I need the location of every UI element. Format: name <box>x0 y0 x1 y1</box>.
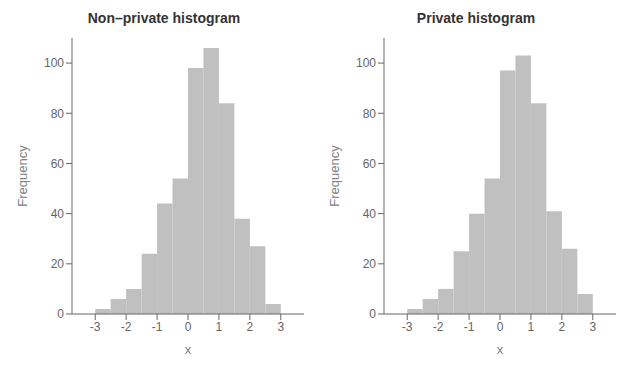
svg-text:3: 3 <box>277 320 284 334</box>
svg-text:20: 20 <box>51 257 65 271</box>
svg-text:-1: -1 <box>464 320 475 334</box>
svg-text:2: 2 <box>559 320 566 334</box>
svg-text:x: x <box>185 342 192 357</box>
svg-text:1: 1 <box>216 320 223 334</box>
svg-text:0: 0 <box>369 307 376 321</box>
svg-text:40: 40 <box>363 207 377 221</box>
html-text:Non–private histogram: Non–private histogram <box>87 10 241 26</box>
svg-text:1: 1 <box>528 320 535 334</box>
svg-text:40: 40 <box>51 207 65 221</box>
html-text:Private histogram: Private histogram <box>416 10 536 26</box>
svg-text:Frequency: Frequency <box>327 145 342 207</box>
svg-text:100: 100 <box>44 56 64 70</box>
svg-text:0: 0 <box>185 320 192 334</box>
svg-text:-2: -2 <box>433 320 444 334</box>
svg-text:80: 80 <box>51 107 65 121</box>
svg-text:-3: -3 <box>90 320 101 334</box>
svg-text:60: 60 <box>51 157 65 171</box>
svg-text:80: 80 <box>363 107 377 121</box>
svg-text:60: 60 <box>363 157 377 171</box>
svg-text:-1: -1 <box>152 320 163 334</box>
svg-text:-3: -3 <box>402 320 413 334</box>
svg-text:x: x <box>497 342 504 357</box>
svg-text:-2: -2 <box>121 320 132 334</box>
svg-text:3: 3 <box>589 320 596 334</box>
svg-text:Frequency: Frequency <box>15 145 30 207</box>
svg-text:0: 0 <box>57 307 64 321</box>
svg-text:20: 20 <box>363 257 377 271</box>
svg-text:100: 100 <box>356 56 376 70</box>
svg-text:2: 2 <box>247 320 254 334</box>
svg-text:0: 0 <box>497 320 504 334</box>
